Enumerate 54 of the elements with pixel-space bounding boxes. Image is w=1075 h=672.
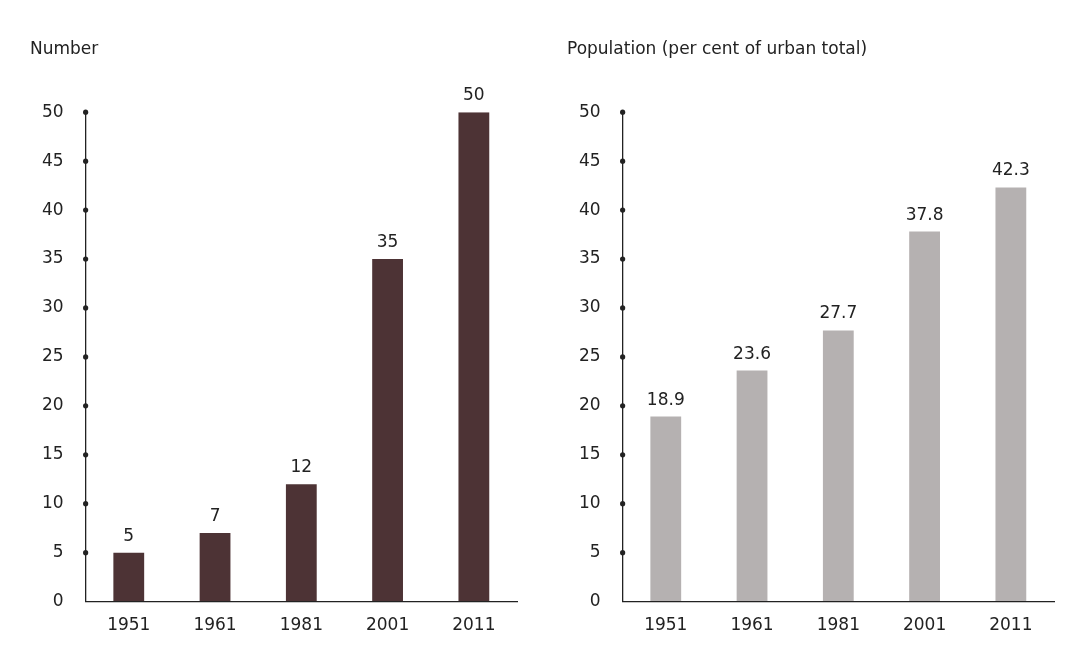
bar — [736, 370, 768, 602]
y-tick-label: 35 — [41, 247, 64, 268]
x-tick-label: 1951 — [644, 614, 688, 635]
x-tick-label: 1981 — [279, 614, 323, 635]
x-tick-label: 1951 — [107, 614, 151, 635]
x-tick-label: 2001 — [365, 614, 410, 635]
data-label: 37.8 — [905, 203, 944, 224]
data-label: 18.9 — [646, 388, 685, 409]
x-tick-label: 2011 — [989, 614, 1033, 635]
data-label: 27.7 — [819, 302, 858, 323]
x-tick-label: 2011 — [452, 614, 496, 635]
y-tick-label: 25 — [578, 345, 601, 366]
y-tick-label: 40 — [578, 198, 601, 219]
x-tick-label: 1961 — [730, 614, 774, 635]
x-tick-label: 1961 — [193, 614, 237, 635]
data-label: 23.6 — [733, 342, 771, 363]
x-tick-label: 1981 — [816, 614, 860, 635]
y-tick-label: 10 — [41, 492, 64, 513]
y-axis-title: Number — [30, 38, 99, 58]
y-tick-label: 45 — [578, 149, 601, 170]
data-label: 5 — [123, 524, 135, 545]
y-tick-label: 5 — [589, 541, 601, 562]
bar — [995, 187, 1027, 602]
bar — [458, 112, 490, 602]
y-tick-label: 45 — [41, 149, 64, 170]
data-label: 7 — [209, 505, 221, 526]
y-tick-label: 50 — [41, 100, 64, 121]
y-tick-label: 25 — [41, 345, 64, 366]
y-tick-label: 50 — [578, 100, 601, 121]
y-tick-label: 15 — [578, 443, 601, 464]
y-tick-label: 30 — [41, 296, 64, 317]
data-label: 12 — [290, 456, 313, 477]
bar — [113, 552, 145, 602]
y-tick-label: 10 — [578, 492, 601, 513]
bar — [199, 533, 231, 602]
bar — [285, 484, 317, 602]
y-tick-label: 20 — [41, 394, 64, 415]
bar — [822, 330, 854, 602]
y-axis-title: Population (per cent of urban total) — [567, 38, 868, 58]
x-tick-label: 2001 — [902, 614, 947, 635]
data-label: 42.3 — [991, 159, 1030, 180]
data-label: 35 — [376, 230, 399, 251]
bar — [372, 259, 403, 602]
y-tick-label: 35 — [578, 247, 601, 268]
data-label: 50 — [463, 84, 485, 105]
y-tick-label: 15 — [41, 443, 64, 464]
bar — [909, 231, 940, 602]
y-tick-label: 0 — [52, 590, 64, 611]
bar — [650, 416, 682, 602]
y-tick-label: 20 — [578, 394, 601, 415]
y-tick-label: 40 — [41, 198, 64, 219]
y-tick-label: 5 — [52, 541, 64, 562]
y-tick-label: 0 — [589, 590, 601, 611]
y-tick-label: 30 — [578, 296, 601, 317]
